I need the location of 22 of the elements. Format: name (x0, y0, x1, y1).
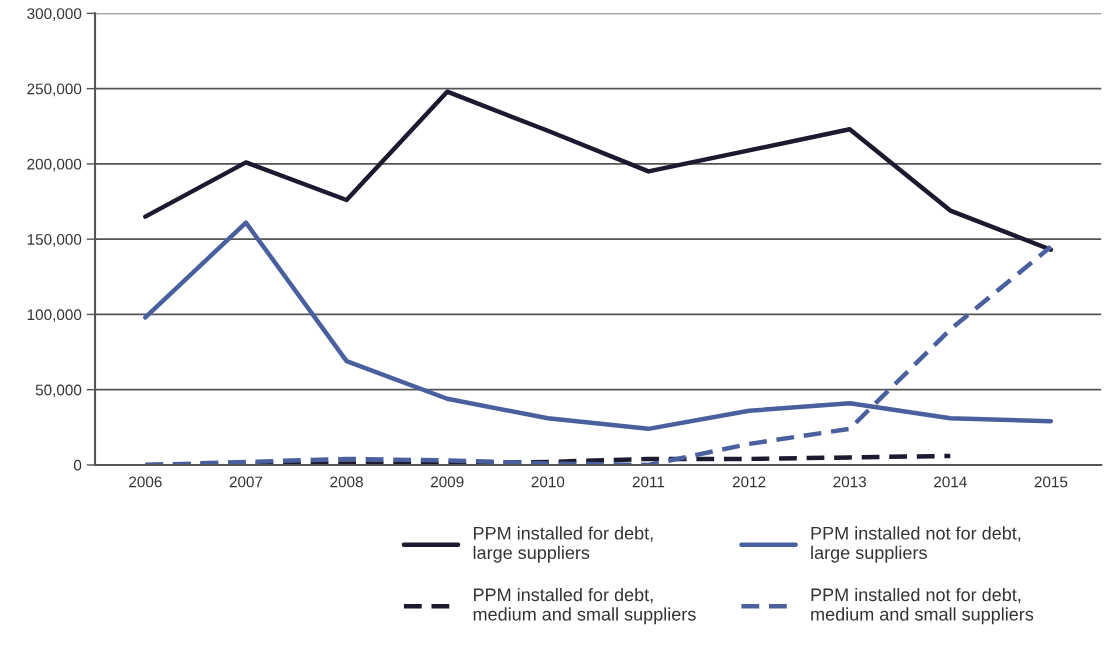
y-tick-label: 0 (73, 459, 82, 471)
legend-label: PPM installed not for debt, medium and small suppliers (811, 587, 1034, 625)
x-tick-label: 2006 (129, 476, 162, 488)
x-tick-label: 2013 (833, 476, 866, 488)
x-tick-label: 2007 (229, 476, 263, 488)
y-tick-label: 50,000 (35, 384, 82, 398)
x-tick-label: 2011 (632, 476, 665, 488)
y-tick-label: 250,000 (27, 83, 82, 97)
x-tick-label: 2010 (531, 476, 565, 488)
x-tick-label: 2008 (330, 476, 363, 488)
legend-label: PPM installed not for debt, large suppliers (811, 526, 1021, 563)
x-tick-label: 2014 (934, 476, 967, 488)
legend-label: PPM installed for debt, large suppliers (473, 526, 653, 563)
y-tick-label: 150,000 (27, 234, 82, 247)
x-tick-label: 2015 (1034, 476, 1068, 488)
x-tick-label: 2012 (732, 476, 766, 488)
y-tick-label: 100,000 (27, 309, 82, 322)
line-series (143, 89, 1054, 252)
x-tick-label: 2009 (430, 476, 464, 488)
y-tick-label: 300,000 (27, 8, 82, 21)
y-tick-label: 200,000 (27, 158, 82, 172)
legend-label: PPM installed for debt, medium and small suppliers (473, 587, 696, 625)
